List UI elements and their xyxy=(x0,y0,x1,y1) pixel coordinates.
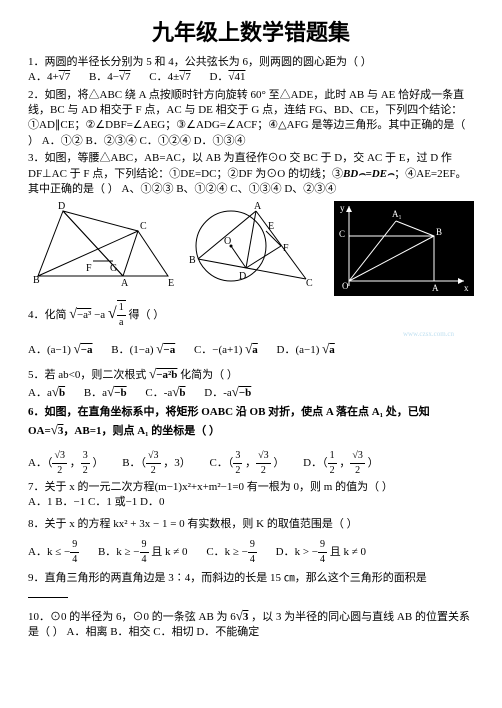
q6-optA: A．（√32 ，32 ） xyxy=(28,449,103,478)
question-5: 5．若 ab<0，则二次根式 √−a²b 化简为（ ） A．a√b B．a√−b… xyxy=(28,365,474,402)
svg-text:x: x xyxy=(464,283,469,293)
q9-text: 9．直角三角形的两直角边是 3∶4，而斜边的长是 15 ㎝，那么这个三角形的面积… xyxy=(28,572,427,584)
question-2: 2．如图，将△ABC 绕 A 点按顺时针方向旋转 60° 至△ADE，此时 AB… xyxy=(28,88,474,150)
q6-text2: ，AB=1，则点 A₁ 的坐标是（ ） xyxy=(63,425,220,437)
svg-text:F: F xyxy=(86,263,92,274)
svg-text:E: E xyxy=(268,221,274,232)
diagrams-row: D B A E C F G A B D C E F O O A x xyxy=(28,201,474,296)
svg-text:C: C xyxy=(339,229,345,239)
svg-text:B: B xyxy=(33,275,40,286)
q7-text: 7．关于 x 的一元二次方程(m−1)x²+x+m²−1=0 有一根为 0，则 … xyxy=(28,481,393,493)
svg-text:D: D xyxy=(239,271,246,282)
svg-text:B: B xyxy=(436,227,442,237)
question-9: 9．直角三角形的两直角边是 3∶4，而斜边的长是 15 ㎝，那么这个三角形的面积… xyxy=(28,571,474,603)
svg-text:A: A xyxy=(121,278,129,289)
q4-text: 4．化简 xyxy=(28,309,67,321)
q1-optD: D．√41 xyxy=(209,70,245,85)
q8-optB: B．k ≥ −94 且 k ≠ 0 xyxy=(98,538,188,567)
page-title: 九年级上数学错题集 xyxy=(28,18,474,49)
question-3: 3．如图，等腰△ABC，AB=AC，以 AB 为直径作⊙O 交 BC 于 D，交… xyxy=(28,151,474,197)
q2-text: 2．如图，将△ABC 绕 A 点按顺时针方向旋转 60° 至△ADE，此时 AB… xyxy=(28,89,465,147)
diagram-2: A B D C E F O xyxy=(186,201,326,291)
question-1: 1．两圆的半径长分别为 5 和 4，公共弦长为 6，则两圆的圆心距为（ ） A．… xyxy=(28,55,474,86)
question-4: 4．化简 √−a³ −a √1a 得（ ） www.czsx.com.cn A．… xyxy=(28,300,474,358)
q4-optD: D．(a−1) √a xyxy=(277,340,335,358)
q4-text2: 得（ ） xyxy=(128,309,164,321)
q1-text: 1．两圆的半径长分别为 5 和 4，公共弦长为 6，则两圆的圆心距为（ ） xyxy=(28,56,372,68)
q4-optC: C．−(a+1) √a xyxy=(194,340,258,358)
q1-optC: C．4±√7 xyxy=(149,70,190,85)
question-6: 6．如图，在直角坐标系中，将矩形 OABC 沿 OB 对折，使点 A 落在点 A… xyxy=(28,405,474,478)
svg-text:B: B xyxy=(189,255,196,266)
svg-text:F: F xyxy=(283,243,289,254)
q8-text: 8．关于 x 的方程 kx² + 3x − 1 = 0 有实数根，则 K 的取值… xyxy=(28,518,358,530)
svg-text:A: A xyxy=(432,283,439,293)
svg-text:O: O xyxy=(342,281,349,291)
q6-optD: D．（12 ，√32 ） xyxy=(303,449,378,478)
q9-fill xyxy=(28,587,68,598)
q7-opts: A．1 B．−1 C．1 或−1 D．0 xyxy=(28,496,164,508)
svg-text:C: C xyxy=(140,221,147,232)
q1-optA: A．4+√7 xyxy=(28,70,70,85)
q8-optC: C．k ≥ −94 xyxy=(206,538,257,567)
svg-text:y: y xyxy=(340,203,345,213)
svg-text:A: A xyxy=(254,201,262,212)
svg-text:E: E xyxy=(168,278,174,289)
q5-text: 5．若 ab<0，则二次根式 xyxy=(28,369,146,381)
svg-text:C: C xyxy=(306,278,313,289)
q5-optA: A．a√b xyxy=(28,383,65,401)
svg-text:D: D xyxy=(58,201,65,212)
q6-optC: C．（32 ，√32 ） xyxy=(210,449,285,478)
question-8: 8．关于 x 的方程 kx² + 3x − 1 = 0 有实数根，则 K 的取值… xyxy=(28,517,474,567)
question-10: 10．⊙0 的半径为 6，⊙0 的一条弦 AB 为 6√3 ，以 3 为半径的同… xyxy=(28,607,474,641)
q8-optD: D．k > −94 且 k ≠ 0 xyxy=(276,538,366,567)
q6-optB: B．（√32 ，3） xyxy=(122,449,191,478)
q4-optB: B．(1−a) √−a xyxy=(111,340,175,358)
diagram-3: O A x y C B A₁ xyxy=(334,201,474,296)
q8-optA: A．k ≤ −94 xyxy=(28,538,79,567)
q10-text: 10．⊙0 的半径为 6，⊙0 的一条弦 AB 为 6√3 ，以 3 为半径的同… xyxy=(28,611,470,638)
diagram-1: D B A E C F G xyxy=(28,201,178,291)
q4-optA: A．(a−1) √−a xyxy=(28,340,93,358)
q5-optC: C．-a√b xyxy=(145,383,185,401)
q5-optD: D．-a√−b xyxy=(204,383,251,401)
q1-optB: B．4−√7 xyxy=(89,70,131,85)
q5-optB: B．a√−b xyxy=(84,383,127,401)
svg-text:A₁: A₁ xyxy=(392,209,402,219)
svg-text:G: G xyxy=(110,263,117,274)
q5-text2: 化简为（ ） xyxy=(180,369,238,381)
question-7: 7．关于 x 的一元二次方程(m−1)x²+x+m²−1=0 有一根为 0，则 … xyxy=(28,480,474,511)
